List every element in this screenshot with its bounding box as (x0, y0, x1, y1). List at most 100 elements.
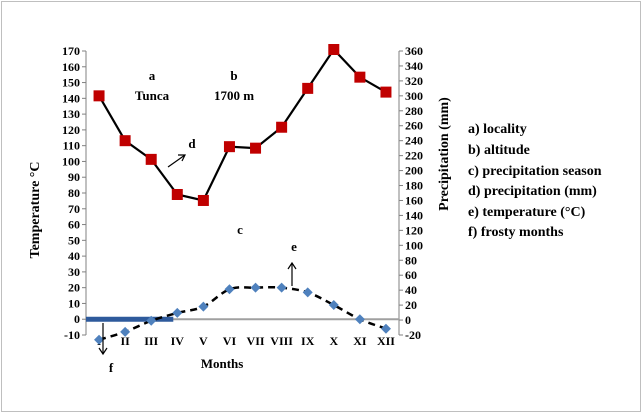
legend-item-frosty-months: f) frosty months (468, 225, 564, 240)
right-tick-label: 40 (405, 283, 417, 297)
precipitation-point (197, 194, 209, 206)
temperature-point (354, 314, 365, 325)
right-tick-label: 320 (405, 74, 423, 88)
annotation-arrows (98, 154, 297, 356)
left-tick-label: 140 (62, 91, 80, 105)
left-tick-label: 30 (68, 265, 80, 279)
right-tick-label: 160 (405, 193, 423, 207)
left-tick-label: 10 (68, 296, 80, 310)
arrow-d (167, 154, 186, 168)
precipitation-series (93, 44, 392, 206)
temperature-point (146, 315, 157, 326)
x-tick-label: VI (223, 334, 237, 348)
annotation-f: f (109, 360, 114, 375)
right-tick-label: 100 (405, 238, 423, 252)
left-tick-label: 60 (68, 218, 80, 232)
left-tick-label: 0 (74, 312, 80, 326)
legend-item-altitude: b) altitude (468, 143, 530, 158)
left-tick-label: 130 (62, 107, 80, 121)
left-tick-label: 120 (62, 123, 80, 137)
right-tick-label: 60 (405, 268, 417, 282)
x-tick-label: II (120, 334, 130, 348)
arrow-e-head (287, 261, 297, 270)
temperature-point (120, 326, 131, 337)
right-tick-label: -20 (405, 328, 421, 342)
left-axis-ticks: -100102030405060708090100110120130140150… (62, 44, 86, 342)
x-axis-label: Months (201, 356, 244, 371)
temperature-point (250, 282, 261, 293)
right-tick-label: 140 (405, 208, 423, 222)
y2-axis-label: Precipitation (mm) (437, 97, 452, 211)
left-tick-label: 150 (62, 76, 80, 90)
y-axis-label: Temperature °C (28, 162, 43, 259)
left-tick-label: 100 (62, 154, 80, 168)
x-axis-ticks: IIIIIIIVVVIVIIVIIIIXXXIXII (97, 334, 396, 348)
precipitation-point (250, 142, 262, 154)
right-tick-label: 200 (405, 164, 423, 178)
right-tick-label: 80 (405, 253, 417, 267)
right-tick-label: 300 (405, 89, 423, 103)
precipitation-point (276, 121, 288, 133)
annotation-e: e (291, 239, 297, 254)
precipitation-point (328, 44, 340, 56)
temperature-point (302, 287, 313, 298)
legend-item-temperature: e) temperature (°C) (468, 205, 586, 220)
legend-item-locality: a) locality (468, 122, 527, 137)
temperature-point (172, 307, 183, 318)
temperature-point (94, 334, 105, 345)
x-tick-label: III (144, 334, 158, 348)
right-tick-label: 260 (405, 119, 423, 133)
temperature-point (276, 282, 287, 293)
temperature-point (224, 284, 235, 295)
right-tick-label: 240 (405, 134, 423, 148)
left-tick-label: 70 (68, 202, 80, 216)
temperature-line (98, 286, 387, 341)
arrow-f-head (98, 347, 108, 356)
precipitation-point (380, 86, 392, 98)
right-tick-label: 360 (405, 44, 423, 58)
precipitation-line (98, 47, 387, 202)
right-tick-label: 220 (405, 149, 423, 163)
annotation-altitude: 1700 m (214, 88, 254, 103)
legend-item-precip-season: c) precipitation season (468, 164, 602, 179)
right-tick-label: 180 (405, 179, 423, 193)
legend-item-precipitation: d) precipitation (mm) (468, 184, 597, 199)
left-tick-label: 90 (68, 170, 80, 184)
temperature-point (198, 301, 209, 312)
precipitation-point (302, 82, 314, 94)
right-tick-label: 340 (405, 59, 423, 73)
right-tick-label: 280 (405, 104, 423, 118)
right-tick-label: 0 (405, 313, 411, 327)
x-tick-label: XI (353, 334, 367, 348)
left-tick-label: 80 (68, 186, 80, 200)
precipitation-point (171, 188, 183, 200)
annotation-c: c (237, 222, 243, 237)
x-tick-label: V (199, 334, 208, 348)
annotation-b: b (230, 68, 237, 83)
left-tick-label: 110 (63, 139, 80, 153)
temperature-point (380, 323, 391, 334)
precipitation-point (354, 71, 366, 83)
precipitation-point (145, 153, 157, 165)
left-tick-label: 160 (62, 60, 80, 74)
right-axis-ticks: -200204060801001201401601802002202402602… (399, 44, 423, 342)
x-tick-label: IX (301, 334, 315, 348)
arrow-d-head (178, 154, 186, 162)
x-tick-label: VII (247, 334, 265, 348)
right-tick-label: 20 (405, 298, 417, 312)
annotation-a: a (149, 68, 156, 83)
x-tick-label: XII (377, 334, 395, 348)
precipitation-point (119, 135, 131, 147)
x-tick-label: IV (171, 334, 185, 348)
right-tick-label: 120 (405, 223, 423, 237)
x-tick-label: X (329, 334, 338, 348)
annotation-locality: Tunca (135, 88, 170, 103)
temperature-series (94, 282, 391, 345)
left-tick-label: 20 (68, 281, 80, 295)
temperature-point (328, 300, 339, 311)
precipitation-point (93, 90, 105, 102)
precipitation-point (223, 141, 235, 153)
left-tick-label: 50 (68, 233, 80, 247)
left-tick-label: -10 (64, 328, 80, 342)
